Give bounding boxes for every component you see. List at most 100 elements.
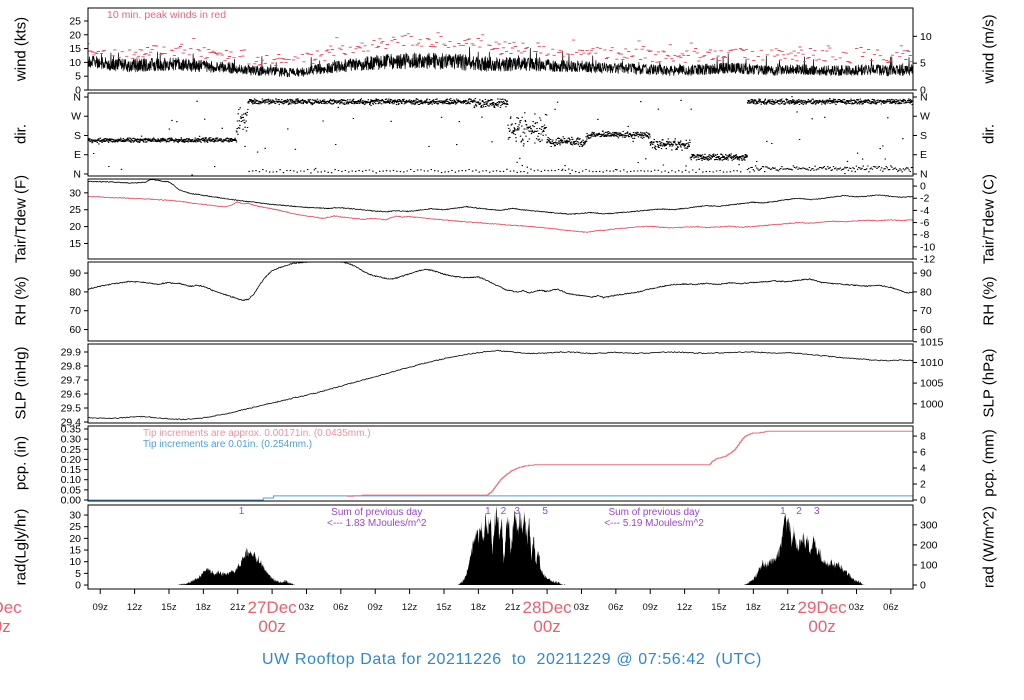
y-tick-label: 15 [69,545,81,557]
rad-daily-sum-note: Sum of previous day <--- 1.83 MJoules/m^2 [327,507,427,529]
rad-hour-marker: 5 [542,506,548,517]
y-tick-label: 70 [920,305,932,317]
x-tick-label: 21z [780,602,796,613]
y-tick-label: 10 [69,556,81,568]
y-tick-label: 10 [920,31,932,43]
axis-label-dir-right: dir. [980,123,998,145]
rad-hour-marker: 1 [485,506,491,517]
y-tick-label: 25 [69,15,81,27]
y-tick-label: 60 [69,324,81,336]
slp-trace [88,349,913,421]
y-tick-label: N [920,168,928,180]
x-tick-label: 09z [368,602,384,613]
y-tick-label: 25 [69,204,81,216]
x-tick-label: 06z [333,602,349,613]
panel-frame [87,261,914,342]
axis-label-pcp-right: pcp. (mm) [980,429,998,497]
y-tick-label: 0.30 [61,434,82,446]
x-tick-label: 15z [711,602,727,613]
axis-label-tair-left: Tair/Tdew (F) [12,174,30,264]
rad-hour-marker: 3 [514,506,520,517]
y-tick-label: N [73,91,81,103]
pcp-red-tip-note: Tip increments are approx. 0.00171in. (0… [143,428,371,439]
y-tick-label: E [74,149,81,161]
y-tick-label: -6 [920,217,929,229]
day-label-date: 28Dec [523,598,573,617]
rad-hour-marker: 1 [780,506,786,517]
y-tick-label: 30 [69,510,81,522]
y-tick-label: 300 [920,519,938,531]
y-tick-label: 90 [920,268,932,280]
y-tick-label: 30 [69,187,81,199]
y-tick-label: 5 [75,568,81,580]
y-tick-label: 70 [69,305,81,317]
y-tick-label: 25 [69,521,81,533]
y-tick-label: 0.15 [61,464,82,476]
y-tick-label: 2 [920,479,926,491]
y-tick-label: 90 [69,268,81,280]
x-tick-label: 18z [196,602,212,613]
rh-trace [88,262,913,301]
axis-label-tair-right: Tair/Tdew (C) [980,173,998,265]
rad-hour-marker: 1 [238,506,245,517]
y-tick-label: N [920,91,928,103]
x-tick-label: 12z [127,602,143,613]
y-tick-label: 80 [69,286,81,298]
panel-wind: 0 5 10 15 20 25 0 5 10 [69,7,932,97]
y-tick-label: 60 [920,324,932,336]
day-label-00z: 00z [258,617,285,636]
y-tick-label: S [74,130,81,142]
wind-direction-scatter [88,96,913,176]
x-tick-label: 18z [471,602,487,613]
y-tick-label: 0 [920,181,926,193]
x-tick-label: 21z [505,602,521,613]
panel-frame [87,343,914,424]
y-tick-label: 20 [69,29,81,41]
y-tick-label: -12 [920,254,935,266]
y-tick-label: 15 [69,238,81,250]
panel-frame [87,7,914,91]
axis-label-rh-left: RH (%) [12,276,30,326]
y-tick-label: 10 [69,57,81,69]
rad-daily-sum-note: Sum of previous day <--- 5.19 MJoules/m^2 [604,507,704,529]
x-tick-label: 09z [93,602,109,613]
axis-label-rh-right: RH (%) [980,276,998,326]
y-tick-label: 4 [920,463,926,475]
y-tick-label: 0 [75,580,81,592]
panel-frame [87,425,914,502]
axis-label-slp-right: SLP (hPa) [980,348,998,418]
y-tick-label: 100 [920,559,938,571]
y-tick-label: 1005 [920,378,944,390]
y-tick-label: -8 [920,229,929,241]
x-tick-label: 12z [402,602,418,613]
panel-slp: 29.4 29.5 29.6 29.7 29.8 29.9 1000 1005 1010 1015 [61,336,944,428]
day-label-date: 29Dec [798,598,848,617]
rad-hour-marker: 3 [813,506,820,517]
solar-radiation-area [458,505,566,585]
solar-radiation-area [177,547,296,585]
y-tick-label: -2 [920,193,929,205]
y-tick-label: 20 [69,221,81,233]
chart-canvas: 05101520250510NESWNNESWN152025300-2-4-6-… [0,7,944,636]
x-tick-label: 03z [849,602,865,613]
y-tick-label: 20 [69,533,81,545]
y-tick-label: 6 [920,447,926,459]
panel-pcp: 0.000.050.100.150.200.250.300.35 0 2 4 6 8 [61,423,926,506]
axis-label-rad-right: rad (W/m^2) [980,505,998,589]
day-label-date: 26Dec [0,598,22,617]
y-tick-label: 200 [920,539,938,551]
y-tick-label: W [71,111,81,123]
y-tick-label: 0.10 [61,474,82,486]
pcp-tipping-blue [88,495,913,501]
y-tick-label: 0 [75,85,81,97]
axis-label-rad-left: rad(Lgly/hr) [12,508,30,586]
x-tick-label: 06z [883,602,899,613]
x-axis: 09z 12z 15z 18z 21z 03z 06z 09z 12z 15z 18z 21z 03z 0… [0,589,899,636]
day-label-date: 27Dec [248,598,298,617]
x-tick-label: 06z [608,602,624,613]
y-tick-label: 1015 [920,336,944,348]
y-tick-label: 0 [920,85,926,97]
